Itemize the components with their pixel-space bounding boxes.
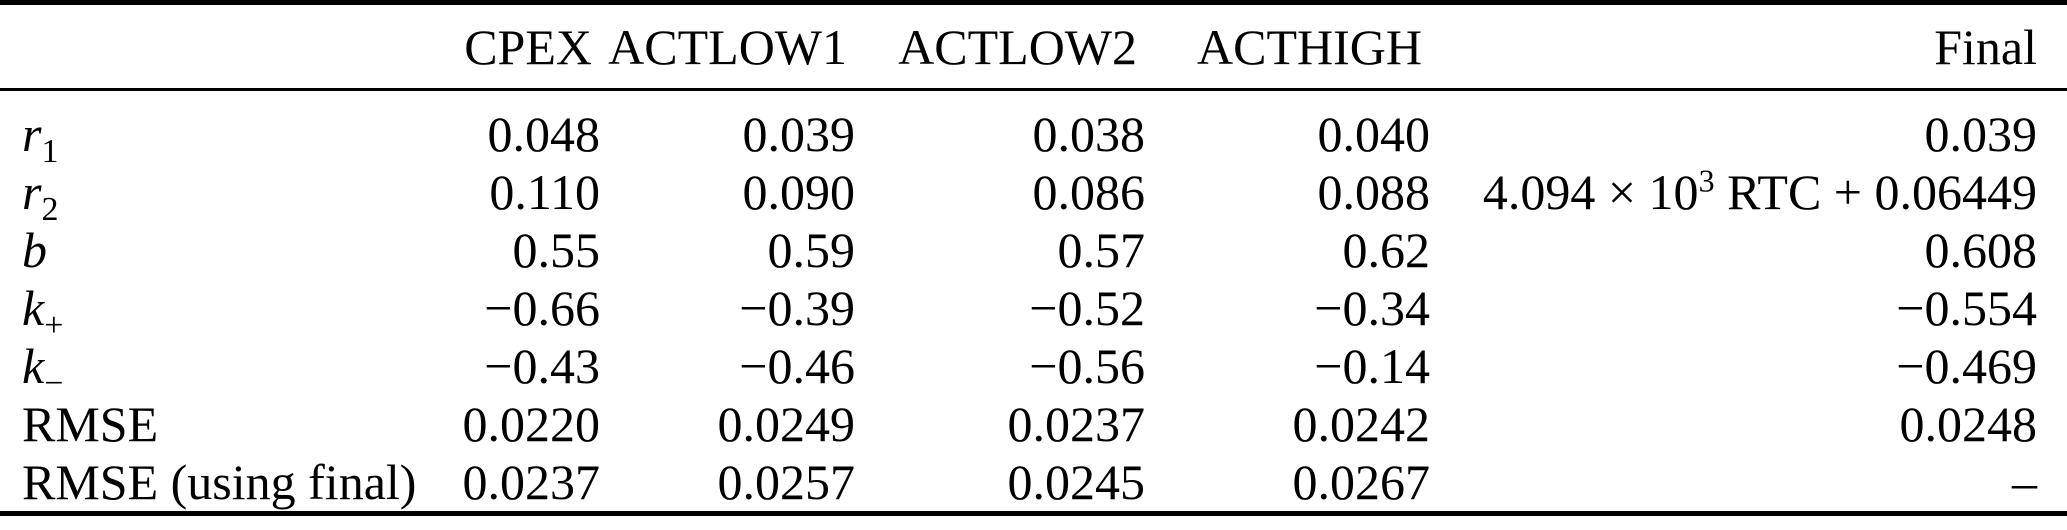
row-label-text: b bbox=[22, 222, 47, 278]
cell-acthigh: 0.088 bbox=[1317, 164, 1431, 220]
table-row-b: b 0.55 0.59 0.57 0.62 0.608 bbox=[0, 221, 2067, 279]
row-label-rmse-using-final: RMSE (using final) bbox=[0, 453, 416, 514]
row-label-text: k bbox=[22, 338, 45, 394]
cell-acthigh: −0.14 bbox=[1314, 338, 1430, 394]
row-label-text: RMSE (using final) bbox=[22, 454, 417, 510]
cell-actlow1: 0.59 bbox=[767, 222, 856, 278]
col-header-cpex: CPEX bbox=[464, 18, 592, 75]
cell-final: 4.094 × 103 RTC + 0.06449 bbox=[1430, 163, 2067, 221]
row-label-text: RMSE bbox=[22, 396, 159, 452]
cell-actlow1: 0.039 bbox=[742, 106, 856, 162]
cell-acthigh: 0.0267 bbox=[1292, 454, 1431, 510]
cell-actlow2: 0.038 bbox=[1032, 106, 1146, 162]
cell-actlow1: −0.39 bbox=[739, 280, 855, 336]
cell-actlow1: 0.0249 bbox=[717, 396, 856, 452]
row-label-text: k bbox=[22, 280, 45, 336]
row-label-r2: r2 bbox=[0, 163, 340, 227]
cell-actlow1: 0.0257 bbox=[717, 454, 856, 510]
cell-final: 0.0248 bbox=[1430, 395, 2067, 453]
cell-acthigh: 0.040 bbox=[1317, 106, 1431, 162]
row-label-text: r bbox=[22, 164, 42, 220]
cell-cpex: 0.55 bbox=[512, 222, 601, 278]
table-row-k-minus: k− −0.43 −0.46 −0.56 −0.14 −0.469 bbox=[0, 337, 2067, 401]
table-row-r1: r1 0.048 0.039 0.038 0.040 0.039 bbox=[0, 90, 2067, 169]
row-label-subscript: 1 bbox=[41, 133, 59, 170]
cell-acthigh: −0.34 bbox=[1314, 280, 1430, 336]
table-header: CPEX ACTLOW1 ACTLOW2 ACTHIGH Final bbox=[0, 3, 2067, 90]
row-label-b: b bbox=[0, 221, 340, 279]
cell-actlow2: 0.0245 bbox=[1007, 454, 1146, 510]
final-value: −0.554 bbox=[1896, 280, 2037, 336]
table-row-r2: r2 0.110 0.090 0.086 0.088 4.094 × 103 R… bbox=[0, 163, 2067, 227]
cell-cpex: −0.43 bbox=[484, 338, 600, 394]
final-value-rest: RTC + 0.06449 bbox=[1714, 164, 2037, 220]
cell-actlow2: 0.086 bbox=[1032, 164, 1146, 220]
cell-actlow1: −0.46 bbox=[739, 338, 855, 394]
cell-cpex: 0.0220 bbox=[462, 396, 601, 452]
col-header-final: Final bbox=[1934, 18, 2037, 75]
col-header-acthigh: ACTHIGH bbox=[1197, 18, 1422, 75]
row-label-k-plus: k+ bbox=[0, 279, 340, 343]
row-label-subscript: − bbox=[44, 365, 64, 402]
table-row-rmse-using-final: RMSE (using final) 0.0237 0.0257 0.0245 … bbox=[0, 453, 2067, 514]
col-header-empty bbox=[0, 3, 340, 90]
cell-cpex: 0.048 bbox=[487, 106, 601, 162]
final-exponent: 3 bbox=[1698, 162, 1715, 199]
table-body: r1 0.048 0.039 0.038 0.040 0.039 r2 0.11… bbox=[0, 90, 2067, 514]
final-value: 4.094 × 10 bbox=[1482, 164, 1699, 220]
final-value: 0.039 bbox=[1924, 106, 2038, 162]
row-label-r1: r1 bbox=[0, 90, 340, 169]
cell-final: −0.469 bbox=[1430, 337, 2067, 395]
cell-final: – bbox=[1430, 453, 2067, 514]
table-row-rmse: RMSE 0.0220 0.0249 0.0237 0.0242 0.0248 bbox=[0, 395, 2067, 453]
row-label-rmse: RMSE bbox=[0, 395, 340, 453]
cell-actlow2: −0.56 bbox=[1029, 338, 1145, 394]
final-value: −0.469 bbox=[1896, 338, 2037, 394]
cell-actlow1: 0.090 bbox=[742, 164, 856, 220]
cell-actlow2: −0.52 bbox=[1029, 280, 1145, 336]
row-label-k-minus: k− bbox=[0, 337, 340, 401]
col-header-actlow2: ACTLOW2 bbox=[898, 18, 1137, 75]
col-header-actlow1: ACTLOW1 bbox=[608, 18, 847, 75]
cell-actlow2: 0.57 bbox=[1057, 222, 1146, 278]
cell-cpex: 0.110 bbox=[489, 164, 600, 220]
cell-cpex: 0.0237 bbox=[462, 454, 601, 510]
cell-final: −0.554 bbox=[1430, 279, 2067, 337]
final-value: 0.608 bbox=[1924, 222, 2038, 278]
row-label-subscript: + bbox=[44, 307, 64, 344]
row-label-subscript: 2 bbox=[41, 191, 59, 228]
cell-cpex: −0.66 bbox=[484, 280, 600, 336]
cell-acthigh: 0.62 bbox=[1342, 222, 1431, 278]
table-row-k-plus: k+ −0.66 −0.39 −0.52 −0.34 −0.554 bbox=[0, 279, 2067, 343]
final-value: – bbox=[2012, 454, 2037, 510]
parameters-table: CPEX ACTLOW1 ACTLOW2 ACTHIGH Final r1 0.… bbox=[0, 0, 2067, 516]
cell-final: 0.039 bbox=[1430, 90, 2067, 164]
cell-acthigh: 0.0242 bbox=[1292, 396, 1431, 452]
cell-actlow2: 0.0237 bbox=[1007, 396, 1146, 452]
cell-final: 0.608 bbox=[1430, 221, 2067, 279]
final-value: 0.0248 bbox=[1899, 396, 2038, 452]
row-label-text: r bbox=[22, 106, 42, 162]
header-row: CPEX ACTLOW1 ACTLOW2 ACTHIGH Final bbox=[0, 3, 2067, 90]
